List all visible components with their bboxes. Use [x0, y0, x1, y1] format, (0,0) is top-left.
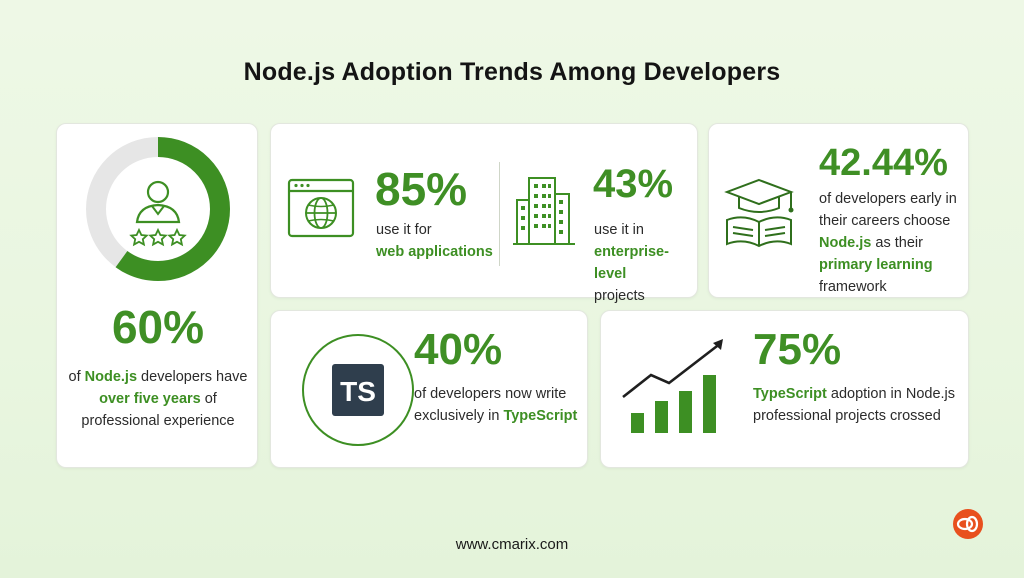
buildings-icon: [513, 177, 575, 245]
learning-stat: 42.44%: [819, 142, 948, 184]
web-apps-stat: 85%: [375, 163, 468, 215]
enterprise-description: use it in enterprise-level projects: [594, 222, 669, 304]
adoption-card: 75% TypeScript adoption in Node.js profe…: [600, 310, 969, 468]
web-apps-description: use it for web applications: [376, 222, 493, 260]
experience-description: of Node.js developers have over five yea…: [68, 369, 248, 429]
developer-stars-icon: [86, 137, 230, 281]
adoption-description: TypeScript adoption in Node.js professio…: [753, 386, 956, 424]
web-enterprise-card: 85% use it for web applications 43% use i…: [270, 123, 698, 304]
svg-text:TS: TS: [340, 376, 376, 407]
experience-stat: 60%: [111, 301, 205, 353]
experience-card: 60% of Node.js developers have over five…: [56, 123, 258, 468]
enterprise-stat: 43%: [593, 162, 674, 206]
graduation-cap-book-icon: [724, 178, 794, 248]
cmarix-logo: [953, 509, 983, 539]
growth-bar-chart-icon: [622, 339, 723, 433]
typescript-description: of developers now write exclusively in T…: [414, 386, 578, 424]
page-title: Node.js Adoption Trends Among Developers: [243, 58, 781, 86]
typescript-card: TS 40% of developers now write exclusive…: [270, 310, 588, 468]
footer-url[interactable]: www.cmarix.com: [455, 536, 569, 553]
divider: [499, 162, 500, 266]
learning-description: of developers early in their careers cho…: [819, 191, 957, 295]
typescript-stat: 40%: [414, 325, 503, 374]
typescript-logo-icon: TS: [302, 334, 414, 446]
learning-card: 42.44% of developers early in their care…: [708, 123, 969, 298]
globe-browser-icon: [287, 178, 355, 238]
adoption-stat: 75%: [753, 325, 842, 374]
